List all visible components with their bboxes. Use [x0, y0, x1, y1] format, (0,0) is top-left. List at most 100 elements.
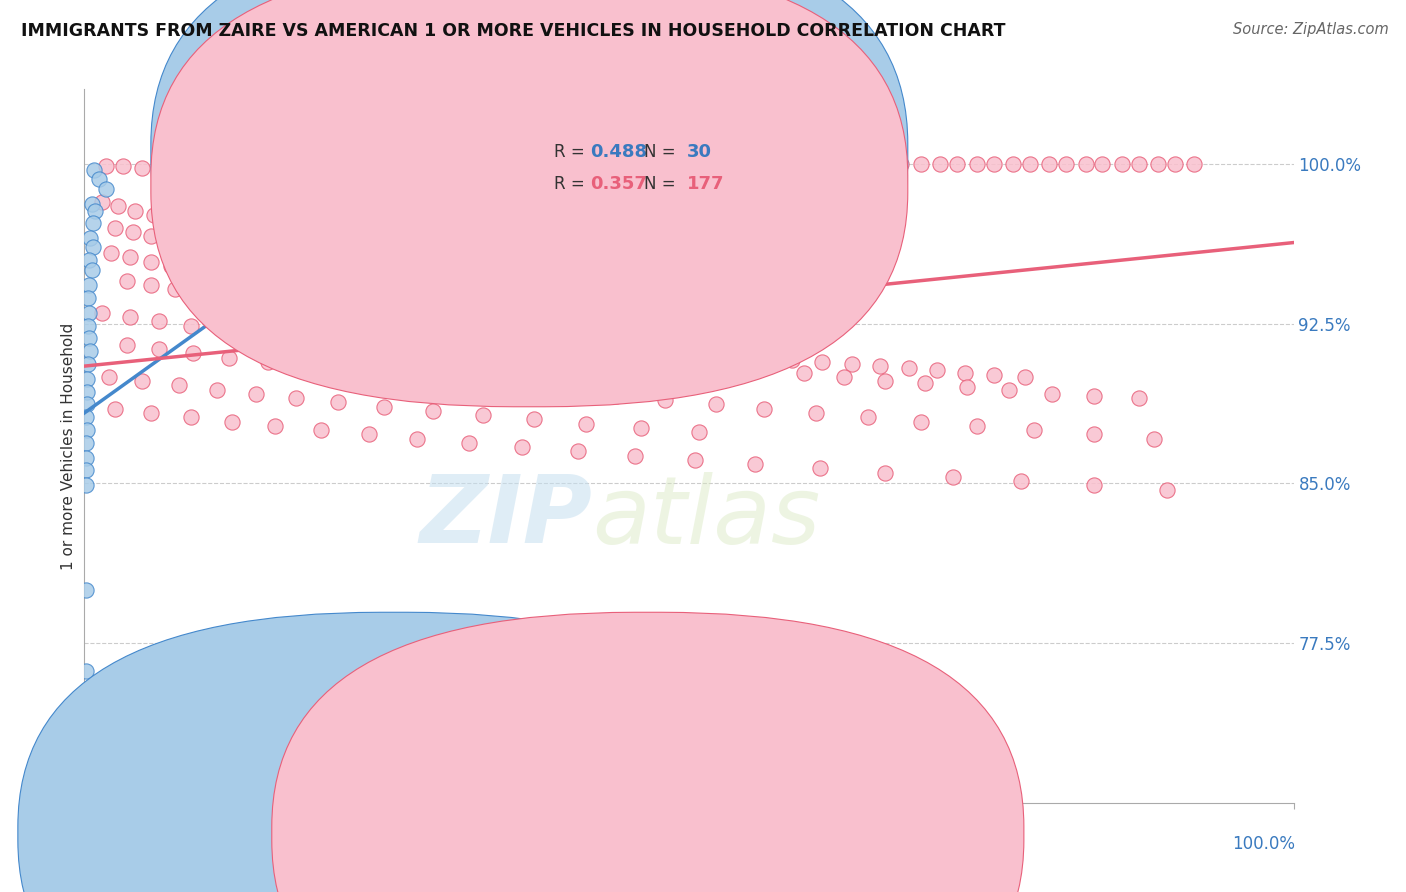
- Point: [475, 157, 498, 171]
- Point: [510, 293, 533, 307]
- Point: [328, 289, 350, 303]
- Point: [79, 344, 101, 359]
- Point: [914, 376, 936, 391]
- Point: [120, 251, 142, 265]
- Point: [76, 384, 98, 399]
- Text: Source: ZipAtlas.com: Source: ZipAtlas.com: [1233, 22, 1389, 37]
- Point: [1083, 478, 1105, 492]
- Point: [302, 303, 325, 318]
- Point: [200, 159, 222, 173]
- Point: [759, 157, 782, 171]
- Point: [832, 157, 855, 171]
- Point: [1091, 157, 1114, 171]
- Point: [160, 234, 183, 248]
- Point: [571, 157, 593, 171]
- Point: [139, 254, 162, 268]
- Point: [91, 195, 114, 210]
- Point: [422, 372, 444, 386]
- Point: [983, 368, 1005, 382]
- Point: [502, 318, 524, 333]
- Point: [675, 352, 697, 367]
- FancyBboxPatch shape: [150, 0, 908, 375]
- Point: [139, 278, 162, 293]
- Point: [180, 214, 202, 228]
- Point: [165, 282, 187, 296]
- Point: [75, 582, 97, 597]
- Point: [804, 406, 827, 420]
- Point: [82, 216, 104, 230]
- Point: [312, 240, 335, 254]
- Point: [567, 340, 589, 354]
- Point: [381, 157, 404, 171]
- Point: [124, 203, 146, 218]
- Point: [252, 159, 274, 173]
- Point: [793, 366, 815, 380]
- Point: [603, 344, 626, 359]
- Point: [357, 427, 380, 442]
- Point: [681, 634, 703, 648]
- Point: [544, 361, 567, 376]
- Point: [704, 157, 727, 171]
- Point: [333, 242, 356, 256]
- Point: [329, 157, 352, 171]
- Point: [77, 291, 100, 305]
- Point: [245, 386, 267, 401]
- Point: [418, 280, 440, 294]
- Point: [433, 257, 456, 271]
- Point: [510, 440, 533, 454]
- Point: [77, 278, 100, 293]
- Point: [91, 306, 114, 320]
- Point: [704, 397, 727, 411]
- Point: [502, 357, 524, 371]
- Point: [269, 161, 291, 175]
- Point: [1074, 157, 1097, 171]
- Point: [832, 369, 855, 384]
- Point: [77, 318, 100, 333]
- Point: [1022, 423, 1045, 437]
- Point: [925, 363, 948, 377]
- Point: [486, 289, 509, 303]
- Point: [139, 229, 162, 244]
- Point: [1143, 432, 1166, 446]
- Point: [87, 171, 110, 186]
- Point: [76, 397, 98, 411]
- Point: [654, 393, 676, 408]
- Point: [808, 461, 831, 475]
- Point: [104, 220, 127, 235]
- Point: [94, 182, 117, 196]
- Point: [104, 401, 127, 416]
- Point: [612, 334, 634, 348]
- Point: [966, 418, 988, 433]
- Text: ZIP: ZIP: [419, 471, 592, 564]
- Point: [554, 157, 576, 171]
- Point: [354, 246, 377, 260]
- Point: [433, 157, 456, 171]
- Point: [371, 272, 394, 286]
- Point: [575, 417, 598, 431]
- Point: [536, 295, 558, 310]
- Point: [953, 366, 976, 380]
- Point: [780, 352, 803, 367]
- Point: [752, 361, 775, 376]
- Point: [160, 210, 183, 224]
- Point: [752, 349, 775, 363]
- Text: IMMIGRANTS FROM ZAIRE VS AMERICAN 1 OR MORE VEHICLES IN HOUSEHOLD CORRELATION CH: IMMIGRANTS FROM ZAIRE VS AMERICAN 1 OR M…: [21, 22, 1005, 40]
- Point: [998, 383, 1021, 397]
- Point: [588, 366, 610, 380]
- Point: [336, 363, 359, 377]
- Point: [591, 157, 613, 171]
- Point: [197, 216, 219, 230]
- Point: [76, 423, 98, 437]
- Point: [354, 293, 377, 307]
- Point: [813, 157, 835, 171]
- Point: [160, 259, 183, 273]
- Point: [557, 384, 579, 399]
- Point: [1083, 427, 1105, 442]
- Point: [1156, 483, 1178, 497]
- Point: [630, 157, 652, 171]
- Point: [257, 355, 280, 369]
- Point: [221, 415, 243, 429]
- Point: [638, 335, 661, 350]
- Text: 30: 30: [686, 143, 711, 161]
- Point: [929, 157, 952, 171]
